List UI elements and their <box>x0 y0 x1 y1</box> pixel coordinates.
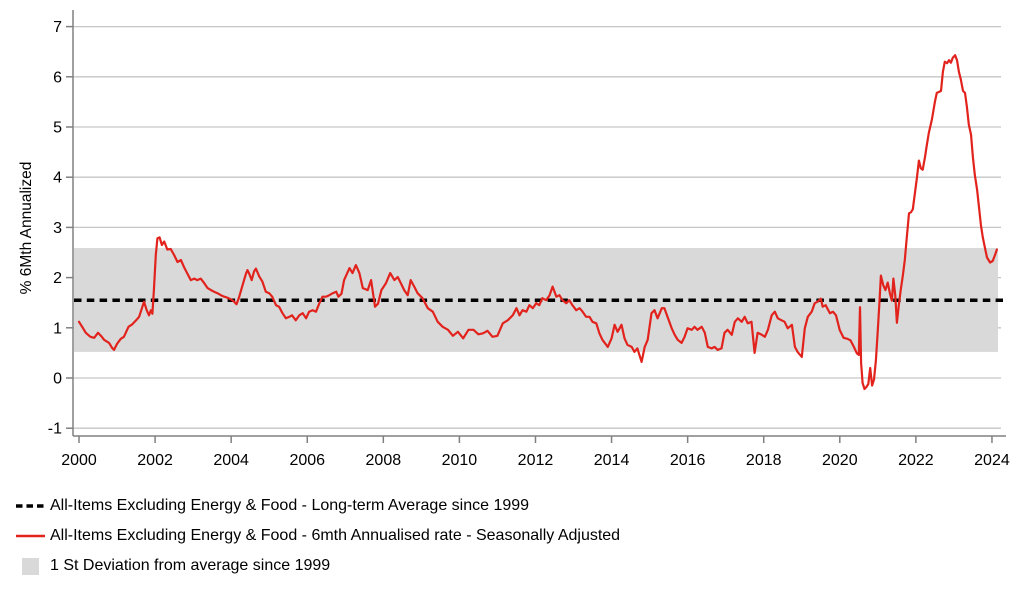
legend-label: All-Items Excluding Energy & Food - Long… <box>50 497 530 514</box>
x-tick-label: 2008 <box>366 452 402 469</box>
line-chart: 7 6 5 4 3 2 1 0 -1 2000 2002 2004 2006 2008 2010 2012 20… <box>48 10 1010 469</box>
x-tick-label: 2020 <box>822 452 858 469</box>
legend-item-long-term-average: All-Items Excluding Energy & Food - Long… <box>15 491 620 521</box>
x-tick-label: 2024 <box>974 452 1010 469</box>
chart-legend: All-Items Excluding Energy & Food - Long… <box>15 491 620 581</box>
series-line-6mth-annualised <box>77 54 998 391</box>
y-tick-label: 5 <box>53 120 62 137</box>
y-tick-label: 6 <box>53 69 62 86</box>
legend-item-6mth-annualised-rate: All-Items Excluding Energy & Food - 6mth… <box>15 521 620 551</box>
x-tick-label: 2002 <box>137 452 173 469</box>
x-tick-label: 2006 <box>289 452 325 469</box>
x-tick-label: 2018 <box>746 452 782 469</box>
y-tick-label: 2 <box>53 270 62 287</box>
x-tick-label: 2022 <box>898 452 934 469</box>
x-tick-label: 2000 <box>61 452 97 469</box>
x-tick-label: 2014 <box>594 452 630 469</box>
x-tick-label: 2016 <box>670 452 706 469</box>
y-tick-label: 1 <box>53 320 62 337</box>
red-line-swatch <box>15 531 46 541</box>
y-tick-label: 3 <box>53 220 62 237</box>
y-axis-title: % 6Mth Annualized <box>18 161 35 295</box>
legend-label: 1 St Deviation from average since 1999 <box>50 557 331 574</box>
chart-area: 7 6 5 4 3 2 1 0 -1 2000 2002 2004 2006 2008 2010 2012 20… <box>18 10 1010 469</box>
x-tick-label: 2004 <box>213 452 249 469</box>
legend-label: All-Items Excluding Energy & Food - 6mth… <box>50 527 621 544</box>
gray-box-swatch <box>15 557 46 575</box>
x-tick-label: 2010 <box>442 452 478 469</box>
y-tick-label: 7 <box>53 19 62 36</box>
legend-item-std-deviation: 1 St Deviation from average since 1999 <box>15 551 620 581</box>
y-tick-label: 0 <box>53 371 62 388</box>
y-tick-label: -1 <box>48 421 62 438</box>
x-tick-label: 2012 <box>518 452 554 469</box>
y-tick-label: 4 <box>53 170 62 187</box>
dashed-line-swatch <box>15 501 46 511</box>
